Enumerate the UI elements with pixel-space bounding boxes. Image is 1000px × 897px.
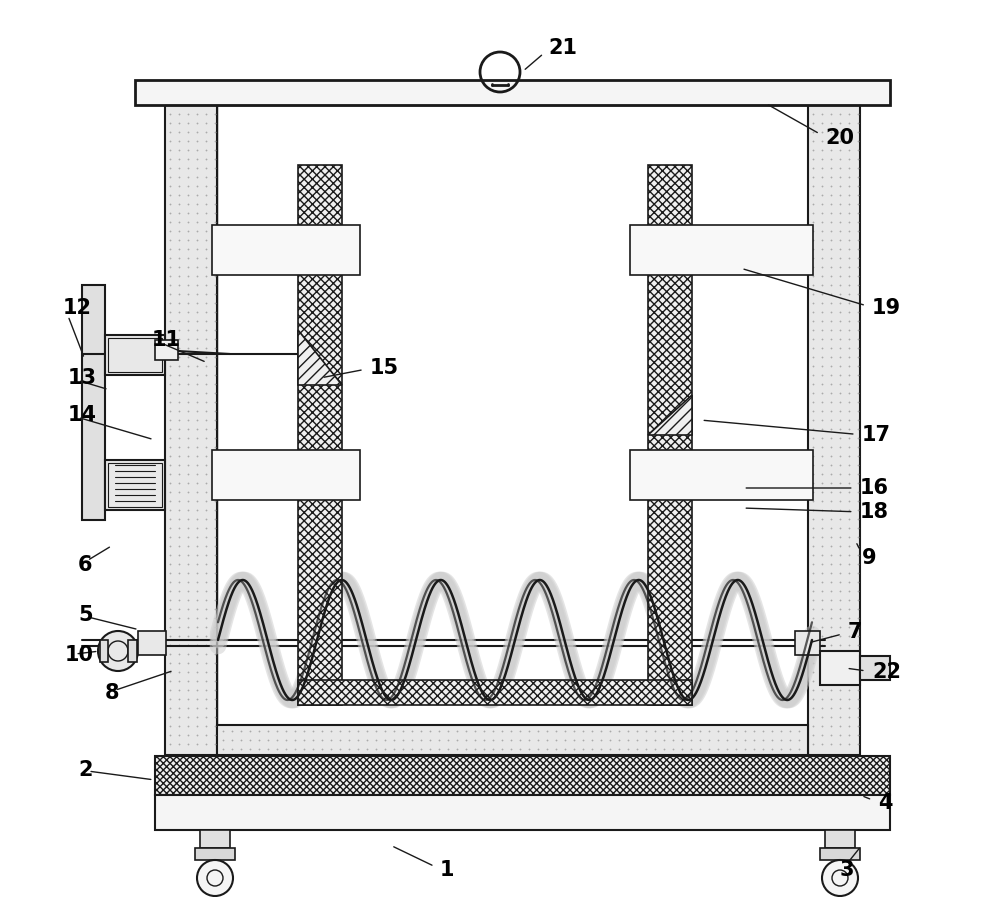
Bar bbox=[105, 460, 165, 510]
Circle shape bbox=[197, 860, 233, 896]
Bar bbox=[155, 756, 890, 795]
Bar bbox=[108, 463, 162, 507]
Bar bbox=[212, 450, 360, 500]
Text: 17: 17 bbox=[862, 425, 891, 445]
Bar bbox=[155, 340, 178, 360]
Circle shape bbox=[822, 860, 858, 896]
Bar bbox=[195, 848, 235, 860]
Bar bbox=[820, 651, 860, 685]
Bar bbox=[82, 285, 105, 520]
Bar bbox=[795, 631, 820, 655]
Text: 19: 19 bbox=[872, 298, 901, 318]
Polygon shape bbox=[648, 395, 692, 435]
Bar bbox=[100, 640, 108, 662]
Polygon shape bbox=[298, 330, 342, 385]
Text: 9: 9 bbox=[862, 548, 877, 568]
Text: 15: 15 bbox=[370, 358, 399, 378]
Bar bbox=[200, 830, 230, 848]
Text: 5: 5 bbox=[78, 605, 93, 625]
Bar bbox=[630, 450, 813, 500]
Text: 13: 13 bbox=[68, 368, 97, 388]
Bar bbox=[820, 848, 860, 860]
Bar bbox=[165, 105, 217, 755]
Bar bbox=[138, 631, 166, 655]
Text: 7: 7 bbox=[848, 622, 862, 642]
Text: 14: 14 bbox=[68, 405, 97, 425]
Text: 18: 18 bbox=[860, 502, 889, 522]
Bar bbox=[108, 338, 162, 372]
Bar bbox=[860, 656, 890, 680]
Text: 2: 2 bbox=[78, 760, 92, 780]
Bar bbox=[128, 640, 137, 662]
Text: 6: 6 bbox=[78, 555, 92, 575]
Text: 22: 22 bbox=[872, 662, 901, 682]
Text: 16: 16 bbox=[860, 478, 889, 498]
Text: 10: 10 bbox=[65, 645, 94, 665]
Bar bbox=[155, 795, 890, 830]
Bar bbox=[217, 725, 808, 755]
Bar bbox=[298, 680, 692, 705]
Bar bbox=[217, 105, 808, 725]
Circle shape bbox=[98, 631, 138, 671]
Text: 4: 4 bbox=[878, 793, 893, 813]
Text: 20: 20 bbox=[825, 128, 854, 148]
Bar bbox=[808, 105, 860, 755]
Bar bbox=[825, 830, 855, 848]
Bar bbox=[648, 165, 692, 705]
Bar bbox=[212, 225, 360, 275]
Bar bbox=[298, 165, 342, 705]
Bar bbox=[105, 335, 165, 375]
Text: 1: 1 bbox=[440, 860, 454, 880]
Bar bbox=[630, 225, 813, 275]
Text: 8: 8 bbox=[105, 683, 120, 703]
Text: 3: 3 bbox=[840, 860, 854, 880]
Bar bbox=[135, 80, 890, 105]
Text: 21: 21 bbox=[548, 38, 577, 58]
Text: 12: 12 bbox=[63, 298, 92, 318]
Text: 11: 11 bbox=[152, 330, 181, 350]
